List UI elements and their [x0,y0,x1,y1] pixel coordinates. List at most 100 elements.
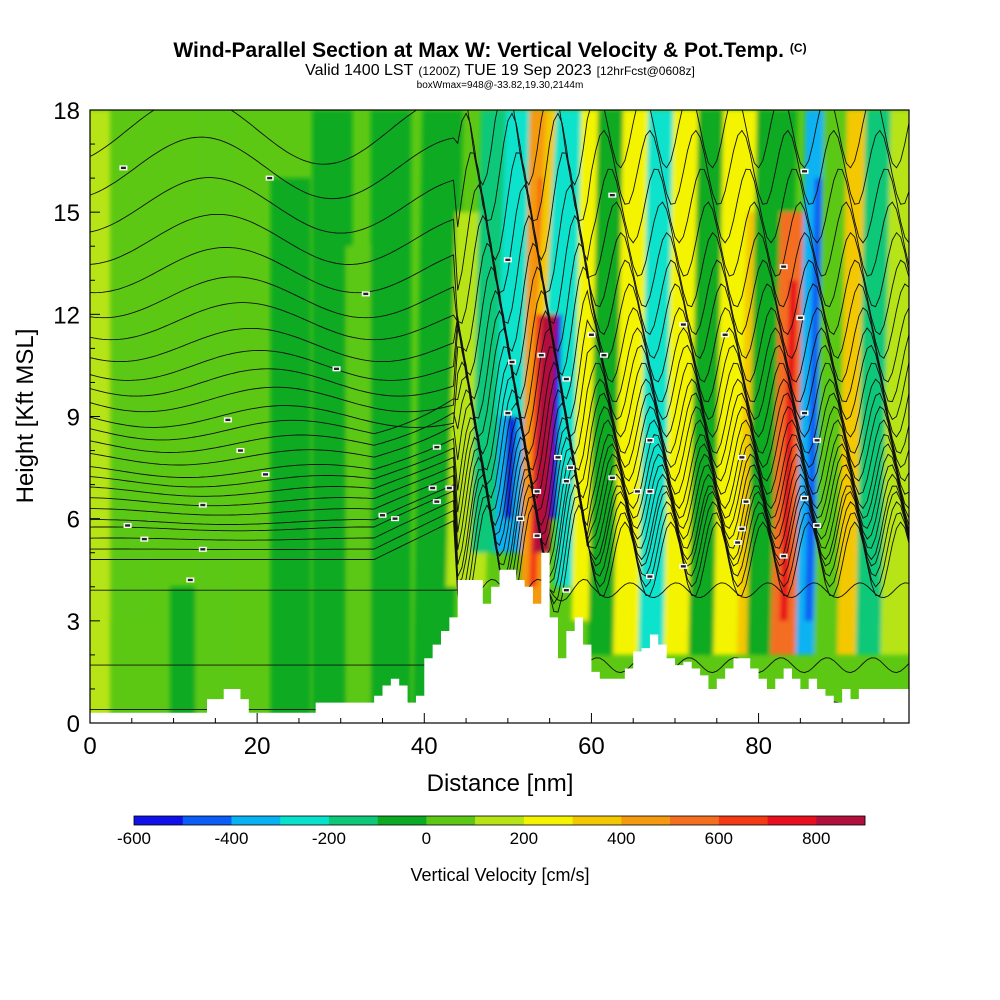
potential-temperature-contours [90,110,909,721]
contour-label [721,332,730,338]
contour-label [123,522,132,528]
colorbar-tick-label: 400 [607,829,635,848]
colorbar-swatch [328,816,378,825]
y-tick-label: 15 [53,200,80,227]
colorbar-swatch [572,816,622,825]
colorbar-tick-label: -400 [214,829,248,848]
contour-label [679,563,688,569]
velocity-band [370,110,411,723]
theta-contour [90,417,909,527]
contour-label [742,499,751,505]
theta-contour [90,426,909,537]
contour-label [800,495,809,501]
y-tick-label: 18 [53,98,80,125]
terrain-mask [90,552,909,723]
velocity-band [90,110,111,723]
contour-label [645,437,654,443]
contour-label [332,366,341,372]
contour-label [537,352,546,358]
y-tick-label: 12 [53,302,80,329]
chart-subtitle-2: boxWmax=948@-33.82,19.30,2144m [417,80,584,91]
theta-contour [90,436,909,547]
theta-contour [90,309,909,419]
colorbar-tick-label: -600 [117,829,151,848]
contour-label [562,376,571,382]
contour-label [566,465,575,471]
colorbar-tick-label: 600 [705,829,733,848]
x-axis-ticks: 0 20 40 60 80 [83,713,885,760]
contour-label [428,485,437,491]
contour-label [645,574,654,580]
contour-label [261,471,270,477]
colorbar-frame [133,815,866,826]
contour-label [432,499,441,505]
contour-label [533,488,542,494]
theta-contour [90,361,909,471]
theta-contour [90,184,909,294]
colorbar-tick-label: -200 [312,829,346,848]
contour-label [378,512,387,518]
colorbar-swatch [621,816,671,825]
contour-label [516,516,525,522]
contour-label [813,522,822,528]
chart-title: Wind-Parallel Section at Max W: Vertical… [173,39,806,62]
contour-label [737,454,746,460]
contour-label [186,577,195,583]
contour-label [737,526,746,532]
velocity-band [195,110,236,723]
colorbar-swatch [182,816,232,825]
colorbar-tick-label: 800 [802,829,830,848]
contour-label [508,359,517,365]
colorbar-swatch [231,816,281,825]
y-axis-label: Height [Kft MSL] [12,329,39,504]
theta-contour [90,389,909,499]
colorbar [133,815,866,826]
x-axis-label: Distance [nm] [427,770,574,797]
contour-label [779,553,788,559]
theta-contour [90,456,909,566]
velocity-band-core [804,178,823,621]
contour-label [599,352,608,358]
contour-label [119,165,128,171]
x-tick-label: 20 [244,733,271,760]
x-tick-label: 40 [411,733,438,760]
chart-subtitle: Valid 1400 LST (1200Z) TUE 19 Sep 2023 [12h… [305,62,695,79]
theta-contour [90,214,909,324]
contour-label [800,168,809,174]
contour-label [265,175,274,181]
colorbar-swatch [670,816,720,825]
theta-contour [90,447,909,557]
contour-label [645,488,654,494]
y-tick-label: 6 [67,507,80,534]
theta-contour [90,375,909,486]
contour-label [223,417,232,423]
colorbar-tick-label: 0 [422,829,431,848]
theta-contour [90,112,909,222]
colorbar-swatch [523,816,573,825]
contour-label [796,315,805,321]
contour-label [779,264,788,270]
colorbar-swatch [475,816,525,825]
theta-contour [90,327,909,438]
velocity-band [111,314,152,621]
copyright-mark: (C) [790,41,807,55]
contour-label [361,291,370,297]
colorbar-tick-label: 200 [510,829,538,848]
x-tick-label: 80 [745,733,772,760]
theta-contour [90,346,909,455]
contour-label [503,410,512,416]
x-tick-label: 0 [83,733,96,760]
contour-label [445,485,454,491]
contour-label [633,488,642,494]
contour-label [733,540,742,546]
y-axis-ticks: 0 3 6 9 12 15 18 [53,98,100,738]
theta-contour [90,402,909,512]
velocity-band [880,110,909,655]
x-tick-label: 60 [578,733,605,760]
contour-label [587,332,596,338]
contour-label [140,536,149,542]
theta-contour [90,152,909,262]
colorbar-swatch [816,816,866,825]
contour-label [533,533,542,539]
